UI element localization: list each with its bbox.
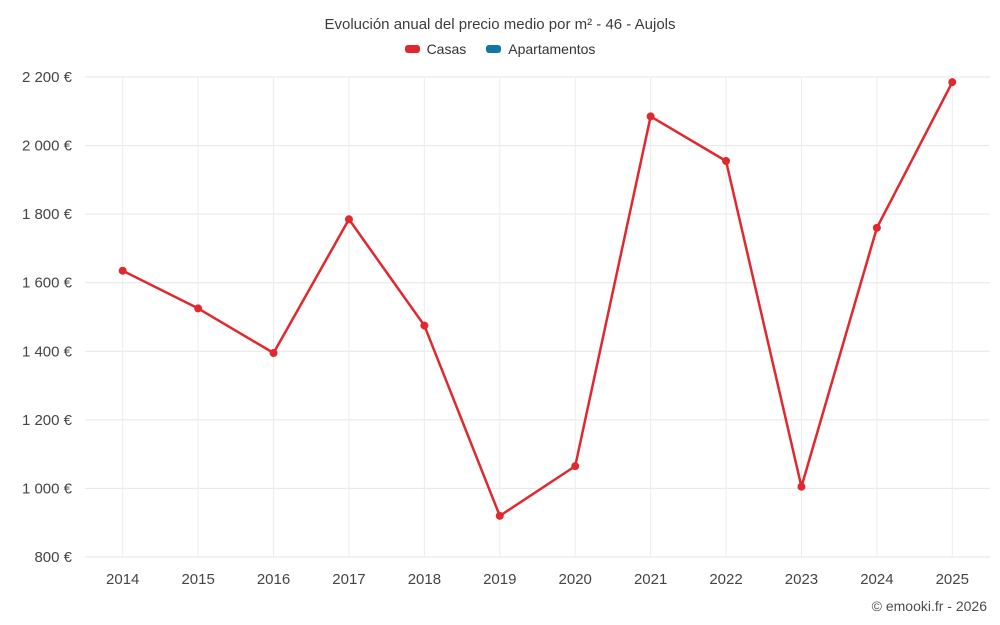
y-axis-tick-label: 1 800 €	[22, 206, 73, 223]
data-point-casas-2024[interactable]	[872, 223, 881, 232]
x-axis-tick-label: 2022	[709, 571, 742, 588]
data-point-casas-2025[interactable]	[948, 78, 957, 87]
legend-swatch	[404, 45, 420, 53]
y-axis-tick-label: 2 200 €	[22, 69, 73, 86]
data-point-casas-2021[interactable]	[646, 112, 655, 121]
x-axis-tick-label: 2016	[257, 571, 290, 588]
data-point-casas-2015[interactable]	[194, 304, 203, 313]
x-axis-tick-label: 2023	[785, 571, 818, 588]
data-point-casas-2018[interactable]	[420, 321, 429, 330]
legend-label: Apartamentos	[508, 41, 596, 57]
x-axis-tick-label: 2024	[860, 571, 893, 588]
y-axis-tick-label: 1 200 €	[22, 412, 73, 429]
y-axis-tick-label: 1 000 €	[22, 480, 73, 497]
x-axis-tick-label: 2018	[408, 571, 441, 588]
legend-item-casas[interactable]: Casas	[404, 41, 467, 57]
x-axis-tick-label: 2017	[332, 571, 365, 588]
y-axis-tick-label: 2 000 €	[22, 138, 73, 155]
legend-label: Casas	[426, 41, 467, 57]
data-point-casas-2014[interactable]	[118, 266, 127, 275]
x-axis-tick-label: 2020	[559, 571, 592, 588]
y-axis-tick-label: 800 €	[34, 549, 72, 566]
x-axis-tick-label: 2014	[106, 571, 139, 588]
copyright-footer: © emooki.fr - 2026	[871, 598, 987, 614]
x-axis-tick-label: 2025	[936, 571, 969, 588]
data-point-casas-2022[interactable]	[722, 157, 731, 165]
data-point-casas-2019[interactable]	[495, 511, 504, 520]
x-axis-tick-label: 2015	[181, 571, 214, 588]
x-axis-tick-label: 2021	[634, 571, 667, 588]
data-point-casas-2017[interactable]	[344, 215, 353, 224]
legend-swatch	[486, 45, 502, 53]
series-line-casas	[121, 80, 954, 518]
chart-title: Evolución anual del precio medio por m² …	[324, 16, 676, 33]
data-point-casas-2016[interactable]	[269, 349, 278, 357]
legend: Casas Apartamentos	[0, 41, 1000, 57]
x-axis-tick-label: 2019	[483, 571, 516, 588]
y-axis-tick-label: 1 400 €	[22, 343, 73, 360]
legend-item-apartamentos[interactable]: Apartamentos	[486, 41, 595, 57]
data-point-casas-2023[interactable]	[797, 482, 806, 491]
y-axis-tick-label: 1 600 €	[22, 275, 73, 292]
data-point-casas-2020[interactable]	[571, 462, 580, 471]
